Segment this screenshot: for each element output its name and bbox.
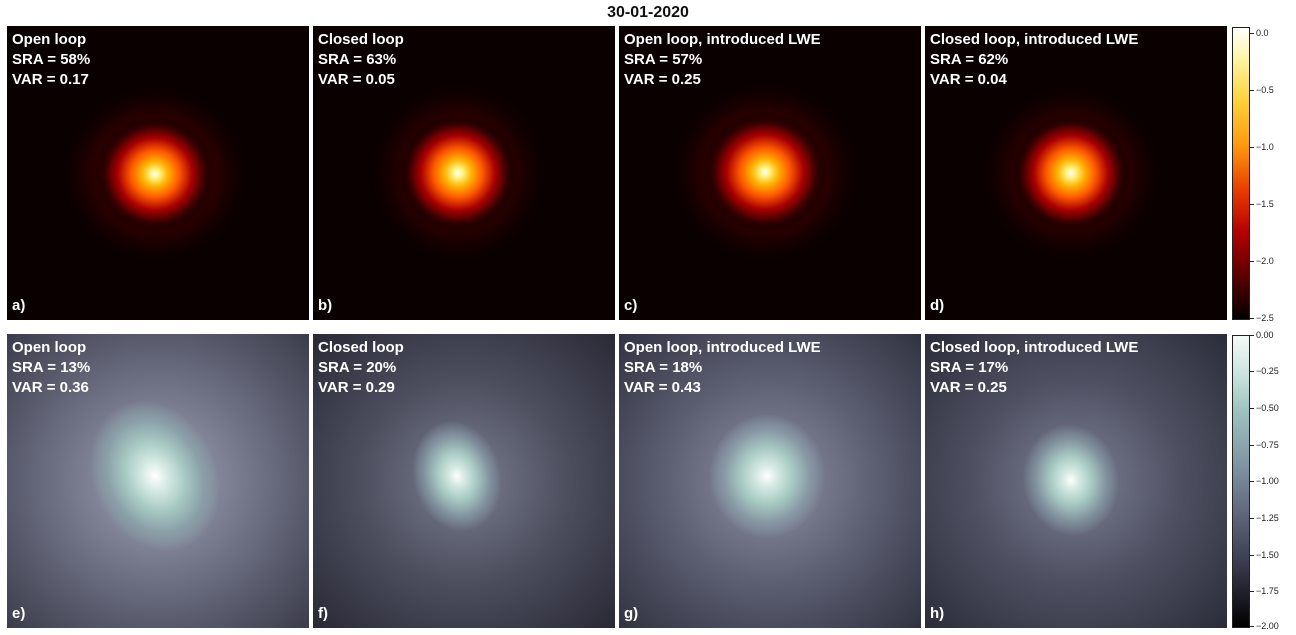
psf-image-h (925, 334, 1227, 628)
panel-label-f: f) (318, 605, 328, 622)
panel-var: VAR = 0.25 (930, 379, 1007, 396)
panel-text-b: Closed loop SRA = 63% VAR = 0.05 (318, 30, 404, 90)
psf-panel-f: Closed loop SRA = 20% VAR = 0.29 f) (313, 334, 615, 628)
panel-sra: SRA = 63% (318, 51, 397, 68)
psf-panel-e: Open loop SRA = 13% VAR = 0.36 e) (7, 334, 309, 628)
colorbar-bone-tick: −0.25 (1250, 366, 1279, 376)
panel-sra: SRA = 58% (12, 51, 91, 68)
panel-var: VAR = 0.43 (624, 379, 701, 396)
panel-sra: SRA = 57% (624, 51, 703, 68)
psf-image-c (619, 26, 921, 320)
colorbar-hot (1232, 27, 1250, 320)
psf-panel-b: Closed loop SRA = 63% VAR = 0.05 b) (313, 26, 615, 320)
panel-var: VAR = 0.05 (318, 71, 395, 88)
psf-panel-d: Closed loop, introduced LWE SRA = 62% VA… (925, 26, 1227, 320)
psf-image-e (7, 334, 309, 628)
panel-label-h: h) (930, 605, 945, 622)
colorbar-bone-tick: −1.75 (1250, 586, 1279, 596)
colorbar-bone-tick: −0.75 (1250, 440, 1279, 450)
colorbar-hot-tick: −2.0 (1250, 256, 1274, 266)
colorbar-bone-tick: −2.00 (1250, 621, 1279, 631)
panel-text-h: Closed loop, introduced LWE SRA = 17% VA… (930, 338, 1138, 398)
colorbar-bone (1232, 335, 1250, 628)
psf-image-g (619, 334, 921, 628)
panel-heading: Closed loop (318, 339, 404, 356)
panel-heading: Closed loop, introduced LWE (930, 339, 1139, 356)
panel-heading: Closed loop (318, 31, 404, 48)
panel-heading: Open loop, introduced LWE (624, 31, 821, 48)
panel-var: VAR = 0.17 (12, 71, 89, 88)
colorbar-hot-tick: −1.5 (1250, 199, 1274, 209)
colorbar-bone-tick: −0.50 (1250, 403, 1279, 413)
panel-text-c: Open loop, introduced LWE SRA = 57% VAR … (624, 30, 821, 90)
panel-var: VAR = 0.04 (930, 71, 1007, 88)
panel-text-a: Open loop SRA = 58% VAR = 0.17 (12, 30, 90, 90)
panel-sra: SRA = 18% (624, 359, 703, 376)
panel-heading: Open loop (12, 339, 87, 356)
panel-label-b: b) (318, 297, 333, 314)
colorbar-hot-tick: −2.5 (1250, 313, 1274, 323)
panel-var: VAR = 0.25 (624, 71, 701, 88)
psf-panel-h: Closed loop, introduced LWE SRA = 17% VA… (925, 334, 1227, 628)
colorbar-bone-tick: −1.00 (1250, 476, 1279, 486)
panel-label-a: a) (12, 297, 26, 314)
panel-heading: Open loop (12, 31, 87, 48)
panel-text-d: Closed loop, introduced LWE SRA = 62% VA… (930, 30, 1138, 90)
psf-image-a (7, 26, 309, 320)
panel-sra: SRA = 13% (12, 359, 91, 376)
psf-panel-g: Open loop, introduced LWE SRA = 18% VAR … (619, 334, 921, 628)
panel-label-c: c) (624, 297, 638, 314)
panel-sra: SRA = 20% (318, 359, 397, 376)
panel-var: VAR = 0.29 (318, 379, 395, 396)
panel-label-e: e) (12, 605, 26, 622)
colorbar-hot-tick: −0.5 (1250, 85, 1274, 95)
figure-title: 30-01-2020 (607, 4, 689, 21)
psf-image-f (313, 334, 615, 628)
psf-panel-c: Open loop, introduced LWE SRA = 57% VAR … (619, 26, 921, 320)
panel-label-g: g) (624, 605, 639, 622)
psf-image-d (925, 26, 1227, 320)
colorbar-bone-tick: −1.25 (1250, 513, 1279, 523)
panel-text-g: Open loop, introduced LWE SRA = 18% VAR … (624, 338, 821, 398)
colorbar-bone-tick: −1.50 (1250, 550, 1279, 560)
colorbar-hot-tick: 0.0 (1250, 28, 1269, 38)
psf-panel-a: Open loop SRA = 58% VAR = 0.17 a) (7, 26, 309, 320)
panel-label-d: d) (930, 297, 945, 314)
panel-text-e: Open loop SRA = 13% VAR = 0.36 (12, 338, 90, 398)
panel-sra: SRA = 62% (930, 51, 1009, 68)
panel-heading: Open loop, introduced LWE (624, 339, 821, 356)
panel-var: VAR = 0.36 (12, 379, 89, 396)
panel-sra: SRA = 17% (930, 359, 1009, 376)
panel-heading: Closed loop, introduced LWE (930, 31, 1139, 48)
psf-image-b (313, 26, 615, 320)
panel-text-f: Closed loop SRA = 20% VAR = 0.29 (318, 338, 404, 398)
colorbar-bone-tick: 0.00 (1250, 330, 1274, 340)
colorbar-hot-tick: −1.0 (1250, 142, 1274, 152)
